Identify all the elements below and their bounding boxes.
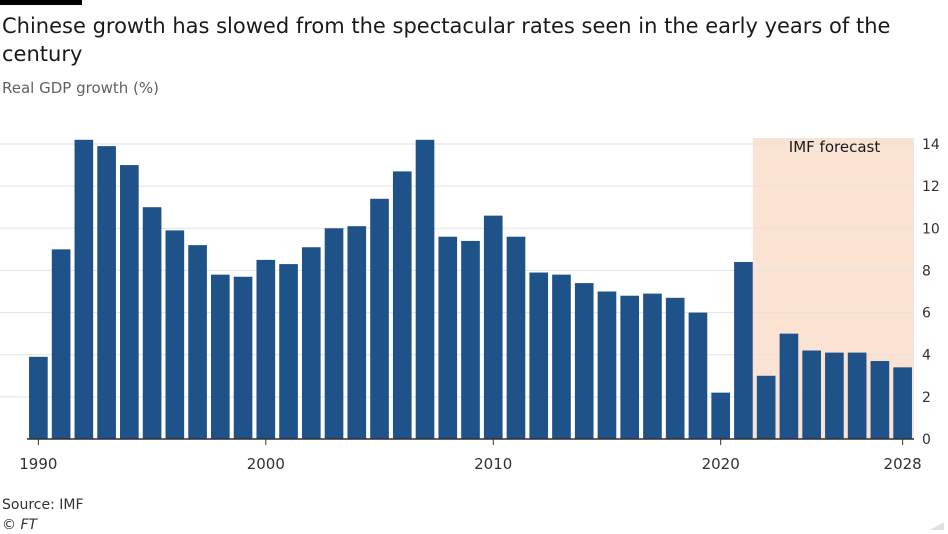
- bar-1997: [188, 245, 207, 439]
- bar-1996: [165, 230, 185, 439]
- bar-2028: [893, 367, 912, 439]
- bar-2002: [301, 247, 321, 439]
- resize-corner: [930, 522, 944, 530]
- bar-2004: [347, 226, 367, 439]
- bar-1994: [120, 165, 139, 440]
- bar-2024: [802, 350, 821, 439]
- brand-bar: [0, 0, 82, 5]
- bar-2003: [324, 228, 344, 439]
- x-tick-label: 2000: [247, 455, 285, 473]
- y-tick-label: 4: [922, 348, 931, 364]
- y-tick-label: 2: [922, 390, 931, 406]
- bar-2018: [665, 297, 685, 439]
- bar-2015: [597, 291, 617, 439]
- y-tick-label: 14: [922, 137, 940, 153]
- bar-2026: [847, 352, 867, 439]
- chart-subtitle: Real GDP growth (%): [2, 79, 160, 97]
- bar-2025: [825, 352, 844, 439]
- bar-1993: [97, 146, 116, 439]
- bar-2014: [574, 283, 594, 439]
- bar-2012: [529, 272, 549, 439]
- bar-1990: [29, 356, 48, 439]
- bar-2022: [756, 375, 776, 439]
- bar-2017: [643, 293, 662, 439]
- source-note: Source: IMF: [2, 497, 84, 513]
- bar-2011: [506, 236, 526, 439]
- bar-2023: [779, 333, 799, 439]
- bar-1995: [142, 207, 162, 439]
- bar-1998: [210, 274, 230, 439]
- bar-2007: [415, 139, 435, 440]
- bar-1991: [51, 249, 71, 439]
- y-tick-label: 0: [922, 432, 931, 448]
- bar-1999: [233, 276, 253, 439]
- bar-2010: [483, 215, 503, 439]
- y-tick-label: 10: [922, 221, 940, 237]
- forecast-annotation: IMF forecast: [789, 138, 881, 156]
- bar-2001: [279, 264, 298, 439]
- bar-2016: [620, 295, 640, 439]
- x-tick-label: 2010: [474, 455, 512, 473]
- bar-2013: [552, 274, 571, 439]
- bar-2008: [438, 236, 458, 439]
- x-tick-label: 1990: [19, 455, 57, 473]
- bar-2027: [870, 361, 890, 439]
- x-tick-label: 2028: [884, 455, 922, 473]
- copyright-note: © FT: [2, 517, 38, 533]
- bar-2000: [256, 259, 276, 439]
- bar-2020: [711, 392, 731, 439]
- bar-1992: [74, 139, 94, 440]
- chart-title: Chinese growth has slowed from the spect…: [2, 14, 891, 66]
- y-tick-label: 12: [922, 179, 940, 195]
- bar-2009: [461, 240, 480, 439]
- y-tick-label: 8: [922, 263, 931, 279]
- bar-2019: [688, 312, 708, 439]
- bar-2005: [370, 198, 389, 439]
- bar-2021: [734, 262, 753, 439]
- x-tick-label: 2020: [702, 455, 740, 473]
- bar-2006: [392, 171, 412, 439]
- y-tick-label: 6: [922, 306, 931, 322]
